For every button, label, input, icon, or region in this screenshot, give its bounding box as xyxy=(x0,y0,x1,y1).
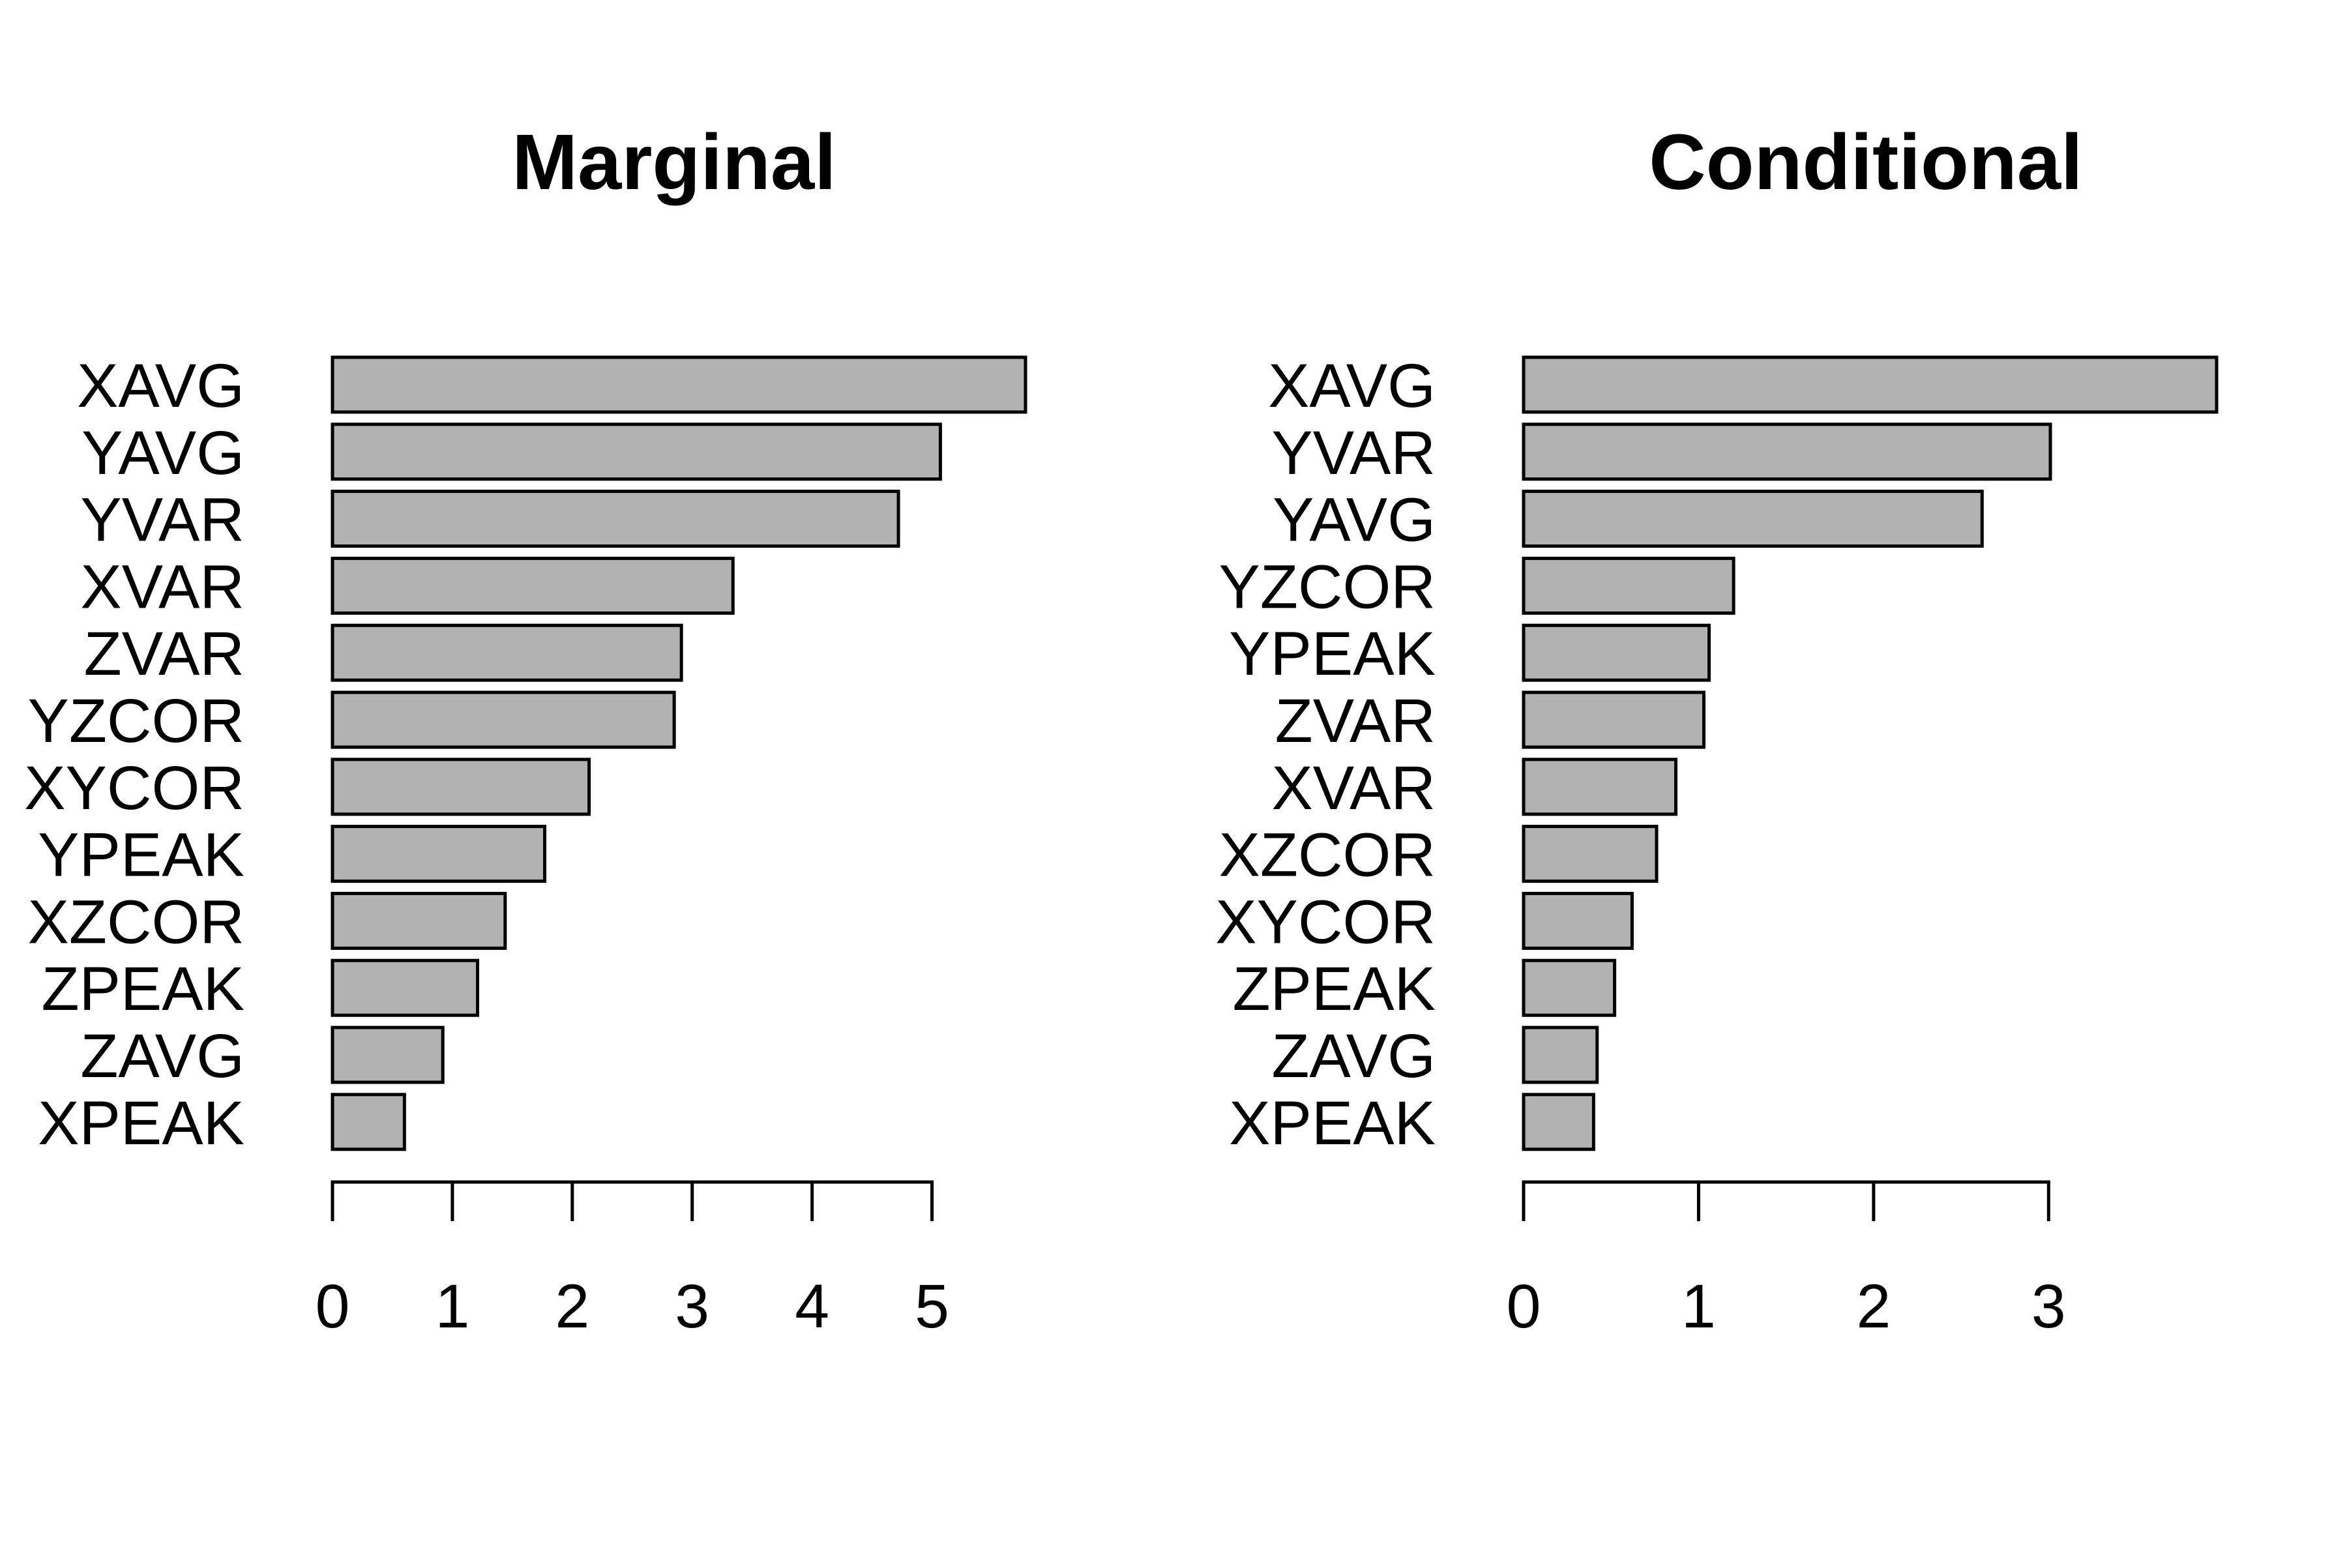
bar-yzcor xyxy=(331,690,676,749)
bar-zvar xyxy=(1522,690,1705,749)
category-label: ZAVG xyxy=(1271,1022,1436,1091)
category-label: ZAVG xyxy=(80,1022,244,1091)
bar-zvar xyxy=(331,623,683,682)
bar-zpeak xyxy=(1522,958,1617,1017)
category-label: YPEAK xyxy=(38,821,244,890)
x-tick-label: 2 xyxy=(555,1272,589,1341)
marginal-panel: Marginal XAVGYAVGYVARXVARZVARYZCORXYCORY… xyxy=(24,117,1027,1341)
bar-zavg xyxy=(1522,1026,1599,1084)
category-label: XYCOR xyxy=(1215,887,1436,956)
bar-yavg xyxy=(331,422,942,481)
bar-xvar xyxy=(1522,758,1678,816)
category-label: XPEAK xyxy=(38,1089,244,1158)
bar-xzcor xyxy=(331,891,507,950)
conditional-panel: Conditional XAVGYVARYAVGYZCORYPEAKZVARXV… xyxy=(1215,117,2219,1341)
category-label: XAVG xyxy=(1268,351,1436,421)
bar-xycor xyxy=(331,758,591,816)
x-tick-label: 3 xyxy=(2031,1272,2066,1341)
category-label: YPEAK xyxy=(1229,619,1436,688)
category-label: ZVAR xyxy=(84,619,244,688)
x-tick-label: 0 xyxy=(1507,1272,1541,1341)
bar-yvar xyxy=(331,490,900,548)
category-label: XPEAK xyxy=(1229,1089,1436,1158)
x-tick-label: 5 xyxy=(915,1272,949,1341)
category-label: YVAR xyxy=(1271,419,1436,488)
bar-ypeak xyxy=(331,825,547,883)
chart-title: Conditional xyxy=(1649,117,2082,206)
category-label: XZCOR xyxy=(1219,821,1436,890)
bar-xzcor xyxy=(1522,825,1659,883)
category-label: YAVG xyxy=(81,419,244,488)
bar-zavg xyxy=(331,1026,445,1084)
x-tick-label: 4 xyxy=(795,1272,829,1341)
category-label: YVAR xyxy=(80,486,244,555)
bar-xycor xyxy=(1522,891,1634,950)
x-tick-label: 3 xyxy=(675,1272,709,1341)
x-tick-label: 1 xyxy=(1681,1272,1716,1341)
bar-xvar xyxy=(331,556,735,615)
category-label: YAVG xyxy=(1273,486,1436,555)
bar-xavg xyxy=(331,355,1027,414)
bar-yzcor xyxy=(1522,556,1735,615)
category-label: ZVAR xyxy=(1275,687,1436,756)
category-label: XVAR xyxy=(1271,754,1436,823)
category-label: XAVG xyxy=(77,351,244,421)
bar-xpeak xyxy=(1522,1093,1595,1151)
category-label: YZCOR xyxy=(28,687,245,756)
category-label: XYCOR xyxy=(24,754,244,823)
category-label: ZPEAK xyxy=(42,954,245,1024)
bar-zpeak xyxy=(331,958,480,1017)
category-label: XZCOR xyxy=(28,887,245,956)
bar-yvar xyxy=(1522,422,2052,481)
bar-xavg xyxy=(1522,355,2219,414)
category-label: ZPEAK xyxy=(1233,954,1436,1024)
x-tick-label: 1 xyxy=(435,1272,469,1341)
category-label: XVAR xyxy=(80,552,244,621)
x-tick-label: 0 xyxy=(316,1272,350,1341)
bar-yavg xyxy=(1522,490,1984,548)
bar-ypeak xyxy=(1522,623,1711,682)
chart-title: Marginal xyxy=(512,117,836,206)
bar-xpeak xyxy=(331,1093,406,1151)
x-tick-label: 2 xyxy=(1856,1272,1891,1341)
category-label: YZCOR xyxy=(1219,552,1436,621)
